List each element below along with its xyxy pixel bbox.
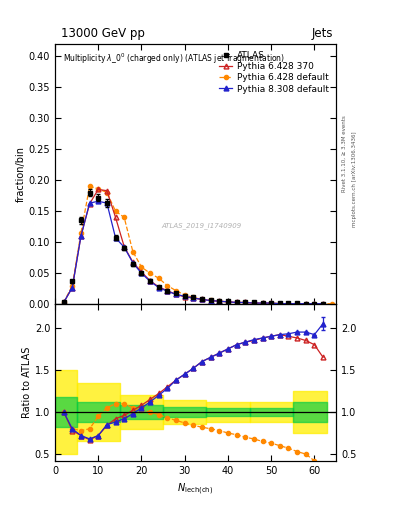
Text: Rivet 3.1.10, ≥ 3.3M events: Rivet 3.1.10, ≥ 3.3M events	[342, 115, 347, 192]
Text: ATLAS_2019_I1740909: ATLAS_2019_I1740909	[161, 223, 241, 229]
Y-axis label: Ratio to ATLAS: Ratio to ATLAS	[22, 347, 32, 418]
Text: Jets: Jets	[312, 27, 333, 40]
Text: 13000 GeV pp: 13000 GeV pp	[61, 27, 145, 40]
Legend: ATLAS, Pythia 6.428 370, Pythia 6.428 default, Pythia 8.308 default: ATLAS, Pythia 6.428 370, Pythia 6.428 de…	[216, 48, 332, 96]
Y-axis label: fraction/bin: fraction/bin	[16, 146, 26, 202]
Text: Multiplicity $\lambda\_0^0$ (charged only) (ATLAS jet fragmentation): Multiplicity $\lambda\_0^0$ (charged onl…	[63, 51, 286, 66]
X-axis label: $N_{\rm lech(ch)}$: $N_{\rm lech(ch)}$	[177, 481, 214, 497]
Text: mcplots.cern.ch [arXiv:1306.3436]: mcplots.cern.ch [arXiv:1306.3436]	[352, 132, 357, 227]
